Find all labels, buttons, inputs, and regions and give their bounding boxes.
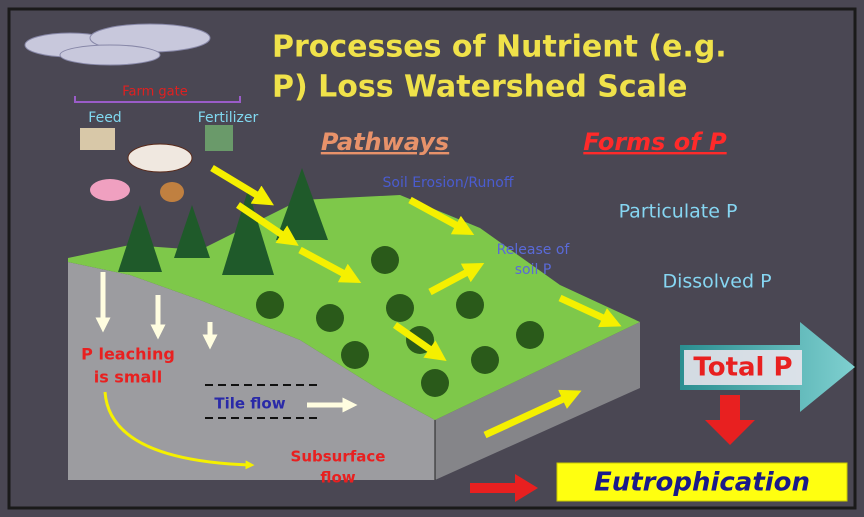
farm-gate: Farm gate (122, 85, 187, 100)
leaching-label: is small (94, 368, 163, 387)
pig (90, 179, 130, 201)
fertilizer-icon (205, 125, 233, 151)
release-label: soil P (515, 262, 552, 278)
slide: Processes of Nutrient (e.g. P) Loss Wate… (0, 0, 864, 517)
tile-label: Tile flow (214, 395, 285, 413)
eutrophication-label: Eutrophication (594, 468, 810, 498)
release-label: Release of (497, 242, 571, 258)
pathways-heading: Pathways (321, 128, 449, 156)
subsurface-label: flow (320, 469, 355, 487)
particulate-label: Particulate P (619, 201, 738, 223)
forms-heading: Forms of P (583, 128, 727, 156)
chicken (160, 182, 184, 202)
cow (128, 144, 192, 172)
feed-icon (80, 128, 115, 150)
fertilizer-label: Fertilizer (198, 110, 259, 126)
total-label: Total P (693, 353, 792, 383)
title-line: Processes of Nutrient (e.g. (272, 30, 727, 65)
subsurface-label: Subsurface (291, 448, 386, 466)
dissolved-label: Dissolved P (662, 271, 771, 293)
feed-label: Feed (88, 110, 121, 126)
erosion-label: Soil Erosion/Runoff (383, 175, 514, 191)
leaching-label: P leaching (81, 345, 175, 364)
title-line: P) Loss Watershed Scale (272, 70, 688, 105)
